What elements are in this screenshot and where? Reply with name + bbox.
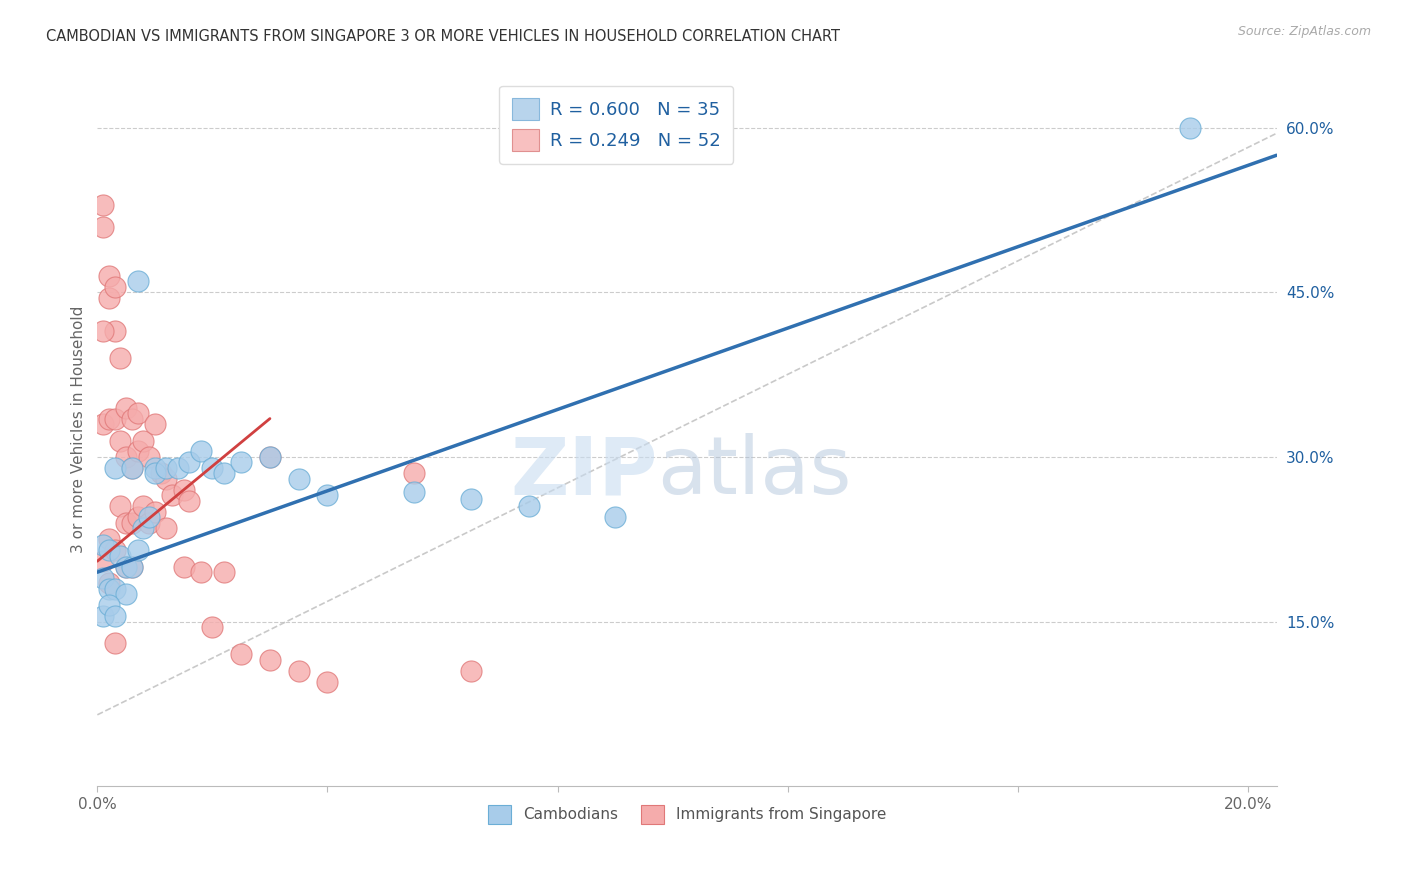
Point [143, 461, 166, 475]
Point [127, 444, 149, 458]
Text: CAMBODIAN VS IMMIGRANTS FROM SINGAPORE 3 OR MORE VEHICLES IN HOUSEHOLD CORRELATI: CAMBODIAN VS IMMIGRANTS FROM SINGAPORE 3… [46, 29, 841, 44]
Point [316, 488, 339, 502]
Point [155, 461, 177, 475]
Point [104, 582, 127, 596]
Point [115, 516, 138, 530]
Point [149, 467, 172, 481]
Point [110, 351, 132, 366]
Point [155, 521, 177, 535]
Point [115, 587, 138, 601]
Point [115, 559, 138, 574]
Point [231, 455, 253, 469]
Point [91, 538, 114, 552]
Point [104, 280, 127, 294]
Point [402, 485, 425, 500]
Point [143, 467, 166, 481]
Point [287, 472, 309, 486]
Point [104, 411, 127, 425]
Text: atlas: atlas [658, 434, 852, 511]
Point [132, 434, 155, 448]
Text: ZIP: ZIP [510, 434, 658, 511]
Point [91, 571, 114, 585]
Point [110, 549, 132, 563]
Point [190, 565, 212, 579]
Point [115, 450, 138, 464]
Point [460, 664, 482, 678]
Legend: Cambodians, Immigrants from Singapore: Cambodians, Immigrants from Singapore [481, 799, 893, 830]
Point [179, 494, 201, 508]
Point [138, 510, 160, 524]
Point [121, 461, 143, 475]
Point [104, 609, 127, 624]
Point [91, 219, 114, 234]
Point [127, 406, 149, 420]
Point [173, 559, 195, 574]
Point [212, 565, 235, 579]
Point [127, 275, 149, 289]
Point [127, 510, 149, 524]
Point [121, 559, 143, 574]
Point [121, 411, 143, 425]
Point [201, 620, 224, 634]
Point [143, 417, 166, 431]
Point [259, 653, 281, 667]
Point [138, 516, 160, 530]
Point [91, 609, 114, 624]
Point [110, 500, 132, 514]
Point [115, 401, 138, 415]
Point [259, 450, 281, 464]
Point [201, 461, 224, 475]
Point [91, 197, 114, 211]
Point [97, 533, 120, 547]
Point [104, 461, 127, 475]
Point [517, 500, 540, 514]
Point [97, 543, 120, 558]
Point [91, 417, 114, 431]
Point [110, 434, 132, 448]
Point [97, 582, 120, 596]
Point [179, 455, 201, 469]
Point [143, 505, 166, 519]
Point [121, 559, 143, 574]
Point [91, 554, 114, 568]
Point [1180, 120, 1202, 135]
Text: Source: ZipAtlas.com: Source: ZipAtlas.com [1237, 25, 1371, 38]
Point [104, 324, 127, 338]
Point [132, 521, 155, 535]
Point [316, 674, 339, 689]
Point [190, 444, 212, 458]
Point [402, 467, 425, 481]
Point [97, 576, 120, 591]
Point [91, 324, 114, 338]
Point [160, 488, 183, 502]
Point [121, 516, 143, 530]
Point [212, 467, 235, 481]
Point [155, 472, 177, 486]
Point [104, 543, 127, 558]
Point [460, 491, 482, 506]
Point [167, 461, 190, 475]
Point [127, 543, 149, 558]
Point [104, 636, 127, 650]
Point [138, 450, 160, 464]
Y-axis label: 3 or more Vehicles in Household: 3 or more Vehicles in Household [72, 306, 86, 553]
Point [231, 648, 253, 662]
Point [173, 483, 195, 497]
Point [603, 510, 626, 524]
Point [287, 664, 309, 678]
Point [259, 450, 281, 464]
Point [132, 500, 155, 514]
Point [97, 598, 120, 612]
Point [115, 559, 138, 574]
Point [97, 268, 120, 283]
Point [121, 461, 143, 475]
Point [97, 291, 120, 305]
Point [97, 411, 120, 425]
